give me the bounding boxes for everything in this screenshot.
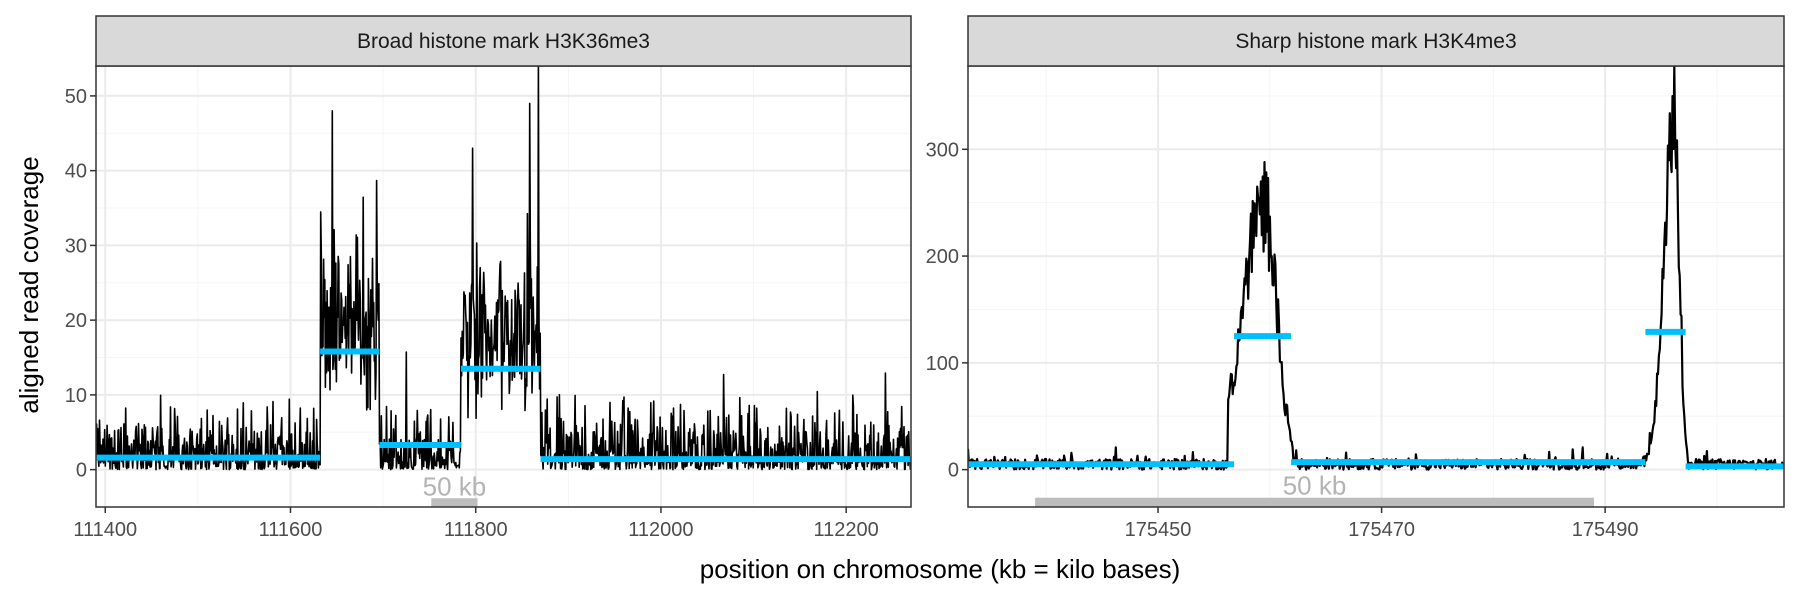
- x-axis-title: position on chromosome (kb = kilo bases): [700, 554, 1181, 584]
- x-tick-label: 111600: [259, 519, 323, 541]
- y-tick-label: 20: [65, 310, 87, 332]
- x-tick-label: 111400: [73, 519, 137, 541]
- x-tick-label: 175490: [1572, 519, 1639, 541]
- x-tick-label: 111800: [444, 519, 508, 541]
- y-tick-label: 10: [65, 385, 87, 407]
- x-tick-label: 175470: [1348, 519, 1415, 541]
- facet-strip: [95, 15, 912, 67]
- scale-bar: [431, 498, 478, 507]
- x-tick-label: 175450: [1125, 519, 1192, 541]
- y-tick-label: 0: [76, 460, 87, 482]
- coverage-signal-line: [968, 66, 1784, 471]
- panel-plot-area: 50 kb: [968, 66, 1784, 507]
- y-tick-label: 30: [65, 235, 87, 257]
- panel-background: [968, 66, 1784, 507]
- panel-plot-area: 50 kb: [96, 66, 911, 507]
- x-tick-label: 112200: [814, 519, 879, 541]
- facet-strip-title: Sharp histone mark H3K4me3: [1235, 30, 1516, 53]
- panel-background: [96, 66, 911, 507]
- y-tick-label: 40: [65, 161, 87, 183]
- y-tick-label: 100: [926, 353, 959, 375]
- x-tick-label: 112000: [628, 519, 693, 541]
- panel-2: 50 kb Sharp histone mark H3K4me3 175450 175…: [926, 15, 1785, 541]
- panel-1: 50 kb Broad histone mark H3K36me3 111400 11…: [65, 15, 912, 541]
- panels-group: 50 kb Broad histone mark H3K36me3 111400 11…: [65, 15, 1785, 541]
- facet-strip-title: Broad histone mark H3K36me3: [357, 30, 650, 53]
- y-tick-label: 0: [948, 460, 959, 482]
- y-axis-title: aligned read coverage: [14, 156, 44, 413]
- scale-bar-label: 50 kb: [1283, 471, 1347, 501]
- scale-bar-label: 50 kb: [423, 471, 487, 501]
- y-tick-label: 200: [926, 246, 959, 268]
- y-tick-label: 300: [926, 139, 959, 161]
- facet-strip: [967, 15, 1785, 67]
- y-tick-label: 50: [65, 86, 87, 108]
- scale-bar: [1035, 497, 1594, 507]
